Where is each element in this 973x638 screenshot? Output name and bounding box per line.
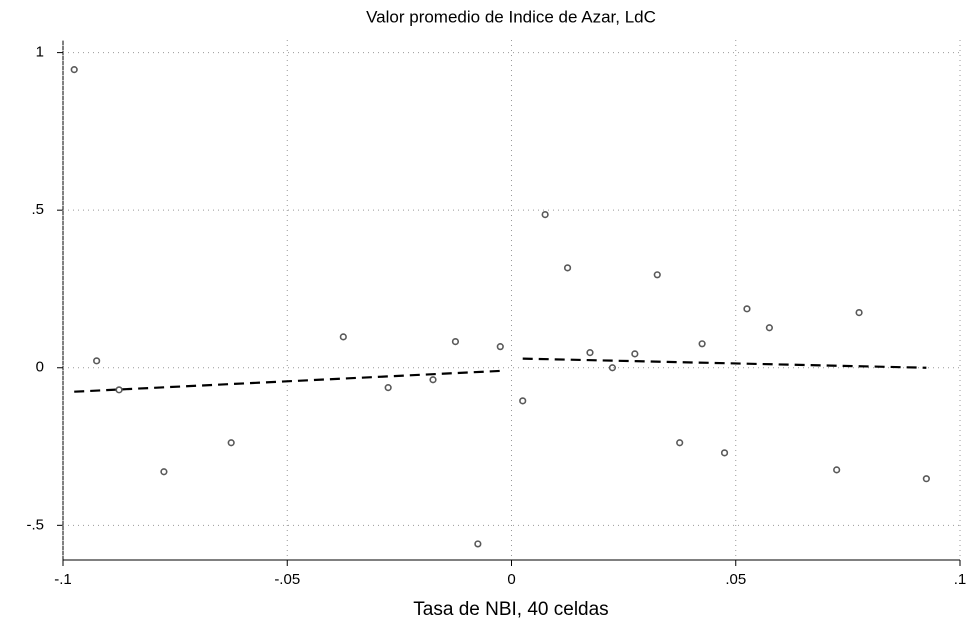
data-point xyxy=(743,305,751,313)
data-point xyxy=(541,210,549,219)
data-point xyxy=(608,364,617,372)
data-point xyxy=(115,386,123,394)
data-point xyxy=(586,349,594,357)
y-tick-label: 1 xyxy=(36,44,44,61)
chart-title: Valor promedio de Indice de Azar, LdC xyxy=(366,7,656,26)
data-point xyxy=(765,324,773,332)
data-point xyxy=(922,475,930,483)
data-point xyxy=(451,338,460,346)
y-tick-label: .5 xyxy=(31,201,44,218)
data-point xyxy=(93,357,101,365)
data-point xyxy=(855,309,863,317)
data-point xyxy=(720,449,729,457)
data-point xyxy=(227,439,235,447)
data-point xyxy=(563,264,572,272)
data-point xyxy=(474,540,482,548)
data-point xyxy=(833,466,841,474)
data-point xyxy=(384,384,392,392)
data-point xyxy=(519,397,527,405)
y-tick-label: 0 xyxy=(36,359,44,376)
x-tick-label: -.05 xyxy=(274,571,300,588)
data-point xyxy=(496,343,504,351)
fit-line xyxy=(74,369,501,393)
x-tick-label: .1 xyxy=(954,571,967,588)
x-tick-label: 0 xyxy=(507,571,515,588)
y-tick-label: -.5 xyxy=(26,516,44,533)
data-point xyxy=(429,376,437,384)
data-point xyxy=(70,66,78,74)
data-point xyxy=(698,340,706,348)
fit-line xyxy=(522,357,927,369)
data-point xyxy=(160,468,168,476)
data-point xyxy=(631,350,639,358)
data-point xyxy=(676,439,684,447)
x-axis-label: Tasa de NBI, 40 celdas xyxy=(413,599,608,620)
data-point xyxy=(653,271,661,279)
x-tick-label: -.1 xyxy=(54,571,72,588)
x-tick-label: .05 xyxy=(725,571,746,588)
data-point xyxy=(339,333,347,341)
